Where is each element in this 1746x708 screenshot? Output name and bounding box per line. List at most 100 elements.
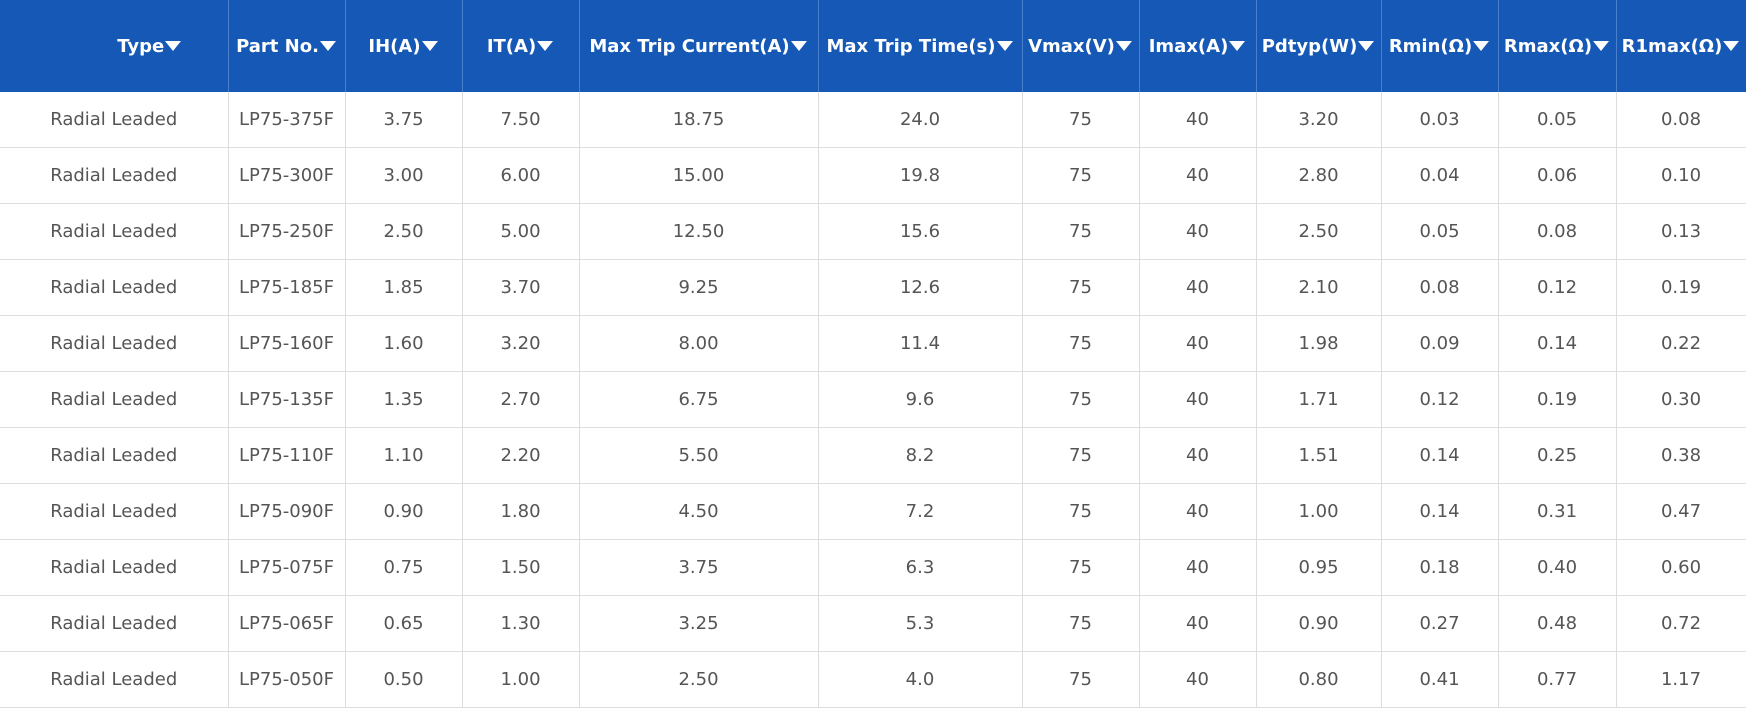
table-cell: LP75-050F bbox=[228, 651, 346, 708]
header-label: Rmin(Ω) bbox=[1388, 35, 1473, 57]
header-content: Pdtyp(W) bbox=[1261, 36, 1377, 57]
table-cell: 19.8 bbox=[818, 147, 1023, 204]
table-cell: 6.75 bbox=[579, 371, 819, 428]
filter-icon bbox=[1115, 40, 1132, 51]
table-cell: Radial Leaded bbox=[0, 92, 229, 148]
table-row: Radial Leaded LP75-300F 3.00 6.00 15.00 19.8 7… bbox=[0, 147, 1746, 204]
table-cell: 7.50 bbox=[462, 92, 580, 148]
filter-icon bbox=[790, 40, 807, 51]
header-content: Rmax(Ω) bbox=[1503, 36, 1612, 57]
header-content: IH(A) bbox=[350, 36, 458, 57]
header-label: Imax(A) bbox=[1148, 35, 1229, 57]
filter-toggle[interactable] bbox=[1722, 40, 1740, 52]
table-cell: 0.12 bbox=[1498, 259, 1617, 316]
table-row: Radial Leaded LP75-375F 3.75 7.50 18.75 24.0 7… bbox=[0, 92, 1746, 148]
filter-toggle[interactable] bbox=[1228, 40, 1246, 52]
header-label: IT(A) bbox=[486, 35, 537, 57]
table-body: Radial Leaded LP75-375F 3.75 7.50 18.75 24.0 7… bbox=[0, 92, 1746, 708]
table-cell: 0.27 bbox=[1381, 595, 1499, 652]
column-header: Rmax(Ω) bbox=[1498, 0, 1617, 92]
table-cell: 6.00 bbox=[462, 147, 580, 204]
table-cell: 0.80 bbox=[1256, 651, 1382, 708]
table-cell: LP75-075F bbox=[228, 539, 346, 596]
filter-toggle[interactable] bbox=[1592, 40, 1610, 52]
table-cell: 3.20 bbox=[1256, 92, 1382, 148]
table-cell: 4.0 bbox=[818, 651, 1023, 708]
table-cell: 15.00 bbox=[579, 147, 819, 204]
table-cell: 5.00 bbox=[462, 203, 580, 260]
table-cell: 2.10 bbox=[1256, 259, 1382, 316]
header-label: Rmax(Ω) bbox=[1503, 35, 1593, 57]
filter-icon bbox=[165, 40, 182, 51]
table-cell: 40 bbox=[1139, 427, 1257, 484]
filter-icon bbox=[537, 40, 554, 51]
table-cell: 0.03 bbox=[1381, 92, 1499, 148]
filter-toggle[interactable] bbox=[1472, 40, 1490, 52]
filter-toggle[interactable] bbox=[996, 40, 1014, 52]
column-header: IT(A) bbox=[462, 0, 580, 92]
table-cell: 7.2 bbox=[818, 483, 1023, 540]
table-cell: LP75-300F bbox=[228, 147, 346, 204]
table-cell: 0.08 bbox=[1381, 259, 1499, 316]
table-cell: 0.31 bbox=[1498, 483, 1617, 540]
table-cell: 24.0 bbox=[818, 92, 1023, 148]
table-cell: 1.10 bbox=[345, 427, 463, 484]
table-cell: 75 bbox=[1022, 595, 1140, 652]
table-cell: 0.19 bbox=[1498, 371, 1617, 428]
table-cell: 40 bbox=[1139, 371, 1257, 428]
table-cell: 1.35 bbox=[345, 371, 463, 428]
table-row: Radial Leaded LP75-090F 0.90 1.80 4.50 7.2 75 4… bbox=[0, 483, 1746, 540]
table-cell: LP75-375F bbox=[228, 92, 346, 148]
header-row: Type Part No. IH(A) IT(A) Max Trip Current(A… bbox=[0, 0, 1746, 92]
filter-toggle[interactable] bbox=[790, 40, 808, 52]
column-header: Pdtyp(W) bbox=[1256, 0, 1382, 92]
table-cell: 18.75 bbox=[579, 92, 819, 148]
table-cell: 1.80 bbox=[462, 483, 580, 540]
header-content: Vmax(V) bbox=[1027, 36, 1135, 57]
table-cell: 0.05 bbox=[1381, 203, 1499, 260]
table-cell: 0.14 bbox=[1498, 315, 1617, 372]
header-label: Max Trip Time(s) bbox=[826, 35, 996, 57]
table-cell: Radial Leaded bbox=[0, 427, 229, 484]
header-content: Rmin(Ω) bbox=[1386, 36, 1494, 57]
table-cell: 0.95 bbox=[1256, 539, 1382, 596]
column-header: Imax(A) bbox=[1139, 0, 1257, 92]
filter-toggle[interactable] bbox=[319, 40, 337, 52]
table-cell: 40 bbox=[1139, 203, 1257, 260]
table-cell: 3.75 bbox=[345, 92, 463, 148]
filter-toggle[interactable] bbox=[1357, 40, 1375, 52]
table-cell: 9.25 bbox=[579, 259, 819, 316]
table-cell: 0.90 bbox=[345, 483, 463, 540]
filter-toggle[interactable] bbox=[421, 40, 439, 52]
header-content: Type bbox=[4, 36, 224, 57]
table-cell: 1.85 bbox=[345, 259, 463, 316]
table-cell: 1.30 bbox=[462, 595, 580, 652]
table-cell: 0.60 bbox=[1616, 539, 1746, 596]
filter-icon bbox=[1229, 40, 1246, 51]
table-cell: Radial Leaded bbox=[0, 259, 229, 316]
table-cell: 2.50 bbox=[1256, 203, 1382, 260]
filter-icon bbox=[319, 40, 336, 51]
table-row: Radial Leaded LP75-075F 0.75 1.50 3.75 6.3 75 4… bbox=[0, 539, 1746, 596]
filter-toggle[interactable] bbox=[1115, 40, 1133, 52]
table-cell: 75 bbox=[1022, 203, 1140, 260]
table-cell: Radial Leaded bbox=[0, 315, 229, 372]
table-cell: 1.98 bbox=[1256, 315, 1382, 372]
table-cell: 5.3 bbox=[818, 595, 1023, 652]
filter-icon bbox=[996, 40, 1013, 51]
filter-toggle[interactable] bbox=[164, 40, 182, 52]
header-content: IT(A) bbox=[467, 36, 575, 57]
table-cell: Radial Leaded bbox=[0, 147, 229, 204]
column-header: Type bbox=[0, 0, 229, 92]
filter-toggle[interactable] bbox=[536, 40, 554, 52]
column-header: Max Trip Current(A) bbox=[579, 0, 819, 92]
table-cell: 0.48 bbox=[1498, 595, 1617, 652]
table-cell: 75 bbox=[1022, 147, 1140, 204]
table-cell: 8.00 bbox=[579, 315, 819, 372]
table-cell: 0.30 bbox=[1616, 371, 1746, 428]
table-cell: 0.04 bbox=[1381, 147, 1499, 204]
table-cell: 0.06 bbox=[1498, 147, 1617, 204]
table-cell: 0.19 bbox=[1616, 259, 1746, 316]
